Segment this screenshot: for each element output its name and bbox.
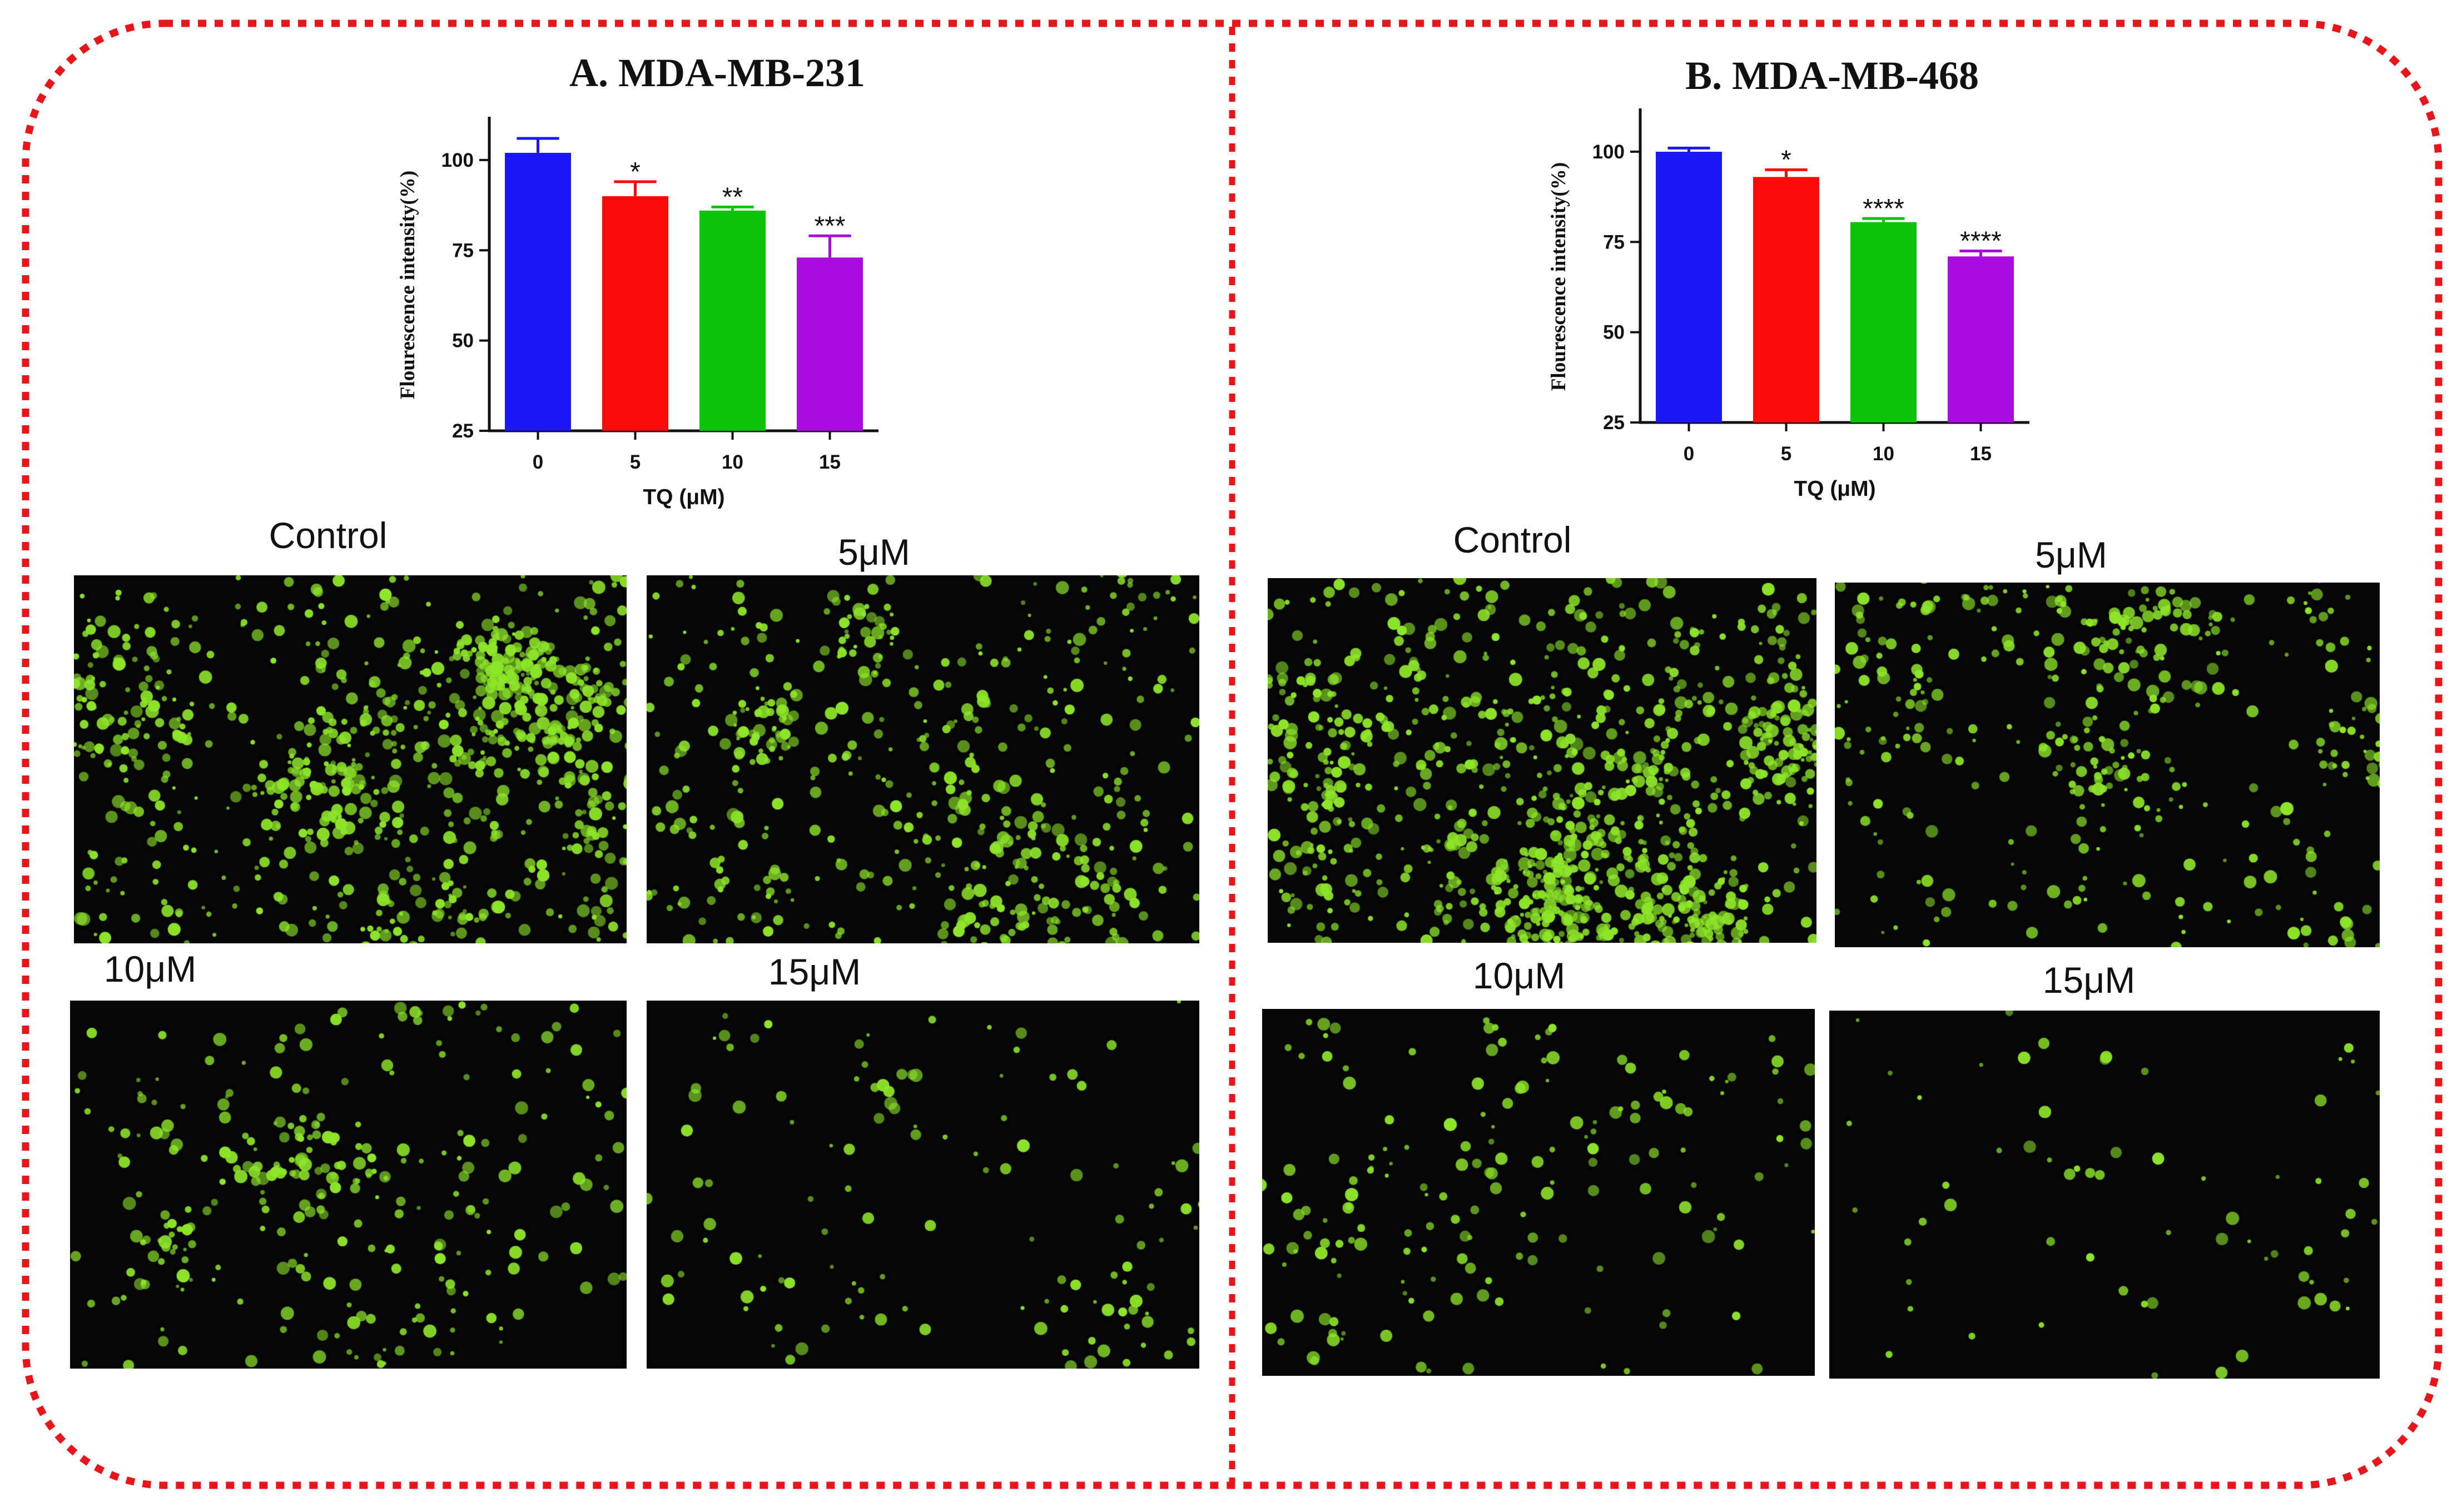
panel-b-title: B. MDA-MB-468 (1685, 53, 1979, 98)
panel-b-5um-micrograph (1835, 583, 2380, 947)
x-tick-label: 15 (1970, 443, 1992, 465)
panel-b-15um-micrograph (1829, 1011, 2380, 1379)
panel-b-10um-label: 10μM (1472, 955, 1566, 996)
significance-marker: **** (1960, 227, 2002, 256)
y-tick-label: 25 (452, 420, 474, 442)
significance-marker: * (1781, 145, 1791, 175)
bar (1948, 256, 2014, 422)
significance-marker: *** (814, 211, 845, 241)
x-tick-label: 0 (1684, 443, 1694, 465)
panel-b-control-micrograph (1268, 578, 1816, 943)
bar (797, 257, 863, 431)
bar (699, 210, 766, 431)
panel-a-15um-label: 15μM (768, 951, 861, 992)
panel-a-bar-chart: 25 50 75 100 0 5 * 10 ** 15 *** TQ (μM) Flourescence… (396, 117, 878, 509)
x-axis-label: TQ (μM) (1794, 477, 1875, 501)
x-tick-label: 10 (722, 451, 743, 473)
panel-a-control-micrograph (74, 575, 627, 943)
x-tick-label: 15 (819, 451, 841, 473)
y-tick-label: 50 (1603, 322, 1625, 344)
significance-marker: ** (722, 182, 743, 212)
x-axis-label: TQ (μM) (643, 485, 724, 509)
significance-marker: **** (1863, 194, 1904, 223)
panel-a-control-label: Control (269, 515, 388, 556)
panel-b-5um-label: 5μM (2035, 534, 2107, 575)
y-tick-label: 100 (441, 150, 474, 171)
y-tick-label: 25 (1603, 412, 1625, 434)
dotted-border (22, 19, 2443, 1489)
panel-a-5um-micrograph (647, 575, 1199, 943)
panel-a-10um-label: 10μM (103, 948, 197, 989)
x-tick-label: 10 (1873, 443, 1894, 465)
panel-b-15um-label: 15μM (2042, 959, 2136, 1001)
panel-b-bar-chart: 25 50 75 100 0 5 * 10 **** 15 **** TQ (μM) Flouresce… (1547, 108, 2029, 501)
y-axis-label: Flourescence intensity(%) (1547, 162, 1570, 391)
x-tick-label: 5 (1781, 443, 1791, 465)
bar (1753, 177, 1819, 422)
y-tick-label: 50 (452, 330, 474, 352)
x-tick-label: 0 (533, 451, 543, 473)
x-tick-label: 5 (630, 451, 641, 473)
panel-a-title: A. MDA-MB-231 (569, 51, 865, 95)
panel-a-5um-label: 5μM (838, 531, 910, 573)
panel-b-10um-micrograph (1262, 1009, 1815, 1376)
y-tick-label: 75 (1603, 231, 1625, 253)
bar (1850, 222, 1917, 422)
bar (602, 196, 668, 431)
y-axis-label: Flourescence intensity(%) (396, 171, 419, 399)
panel-a-10um-micrograph (70, 1001, 627, 1369)
bar (1656, 151, 1722, 422)
bar (505, 152, 571, 431)
significance-marker: * (630, 157, 641, 187)
panel-a-15um-micrograph (647, 1001, 1199, 1369)
panel-b-control-label: Control (1453, 519, 1572, 560)
y-tick-label: 75 (452, 240, 474, 261)
y-tick-label: 100 (1592, 141, 1625, 163)
